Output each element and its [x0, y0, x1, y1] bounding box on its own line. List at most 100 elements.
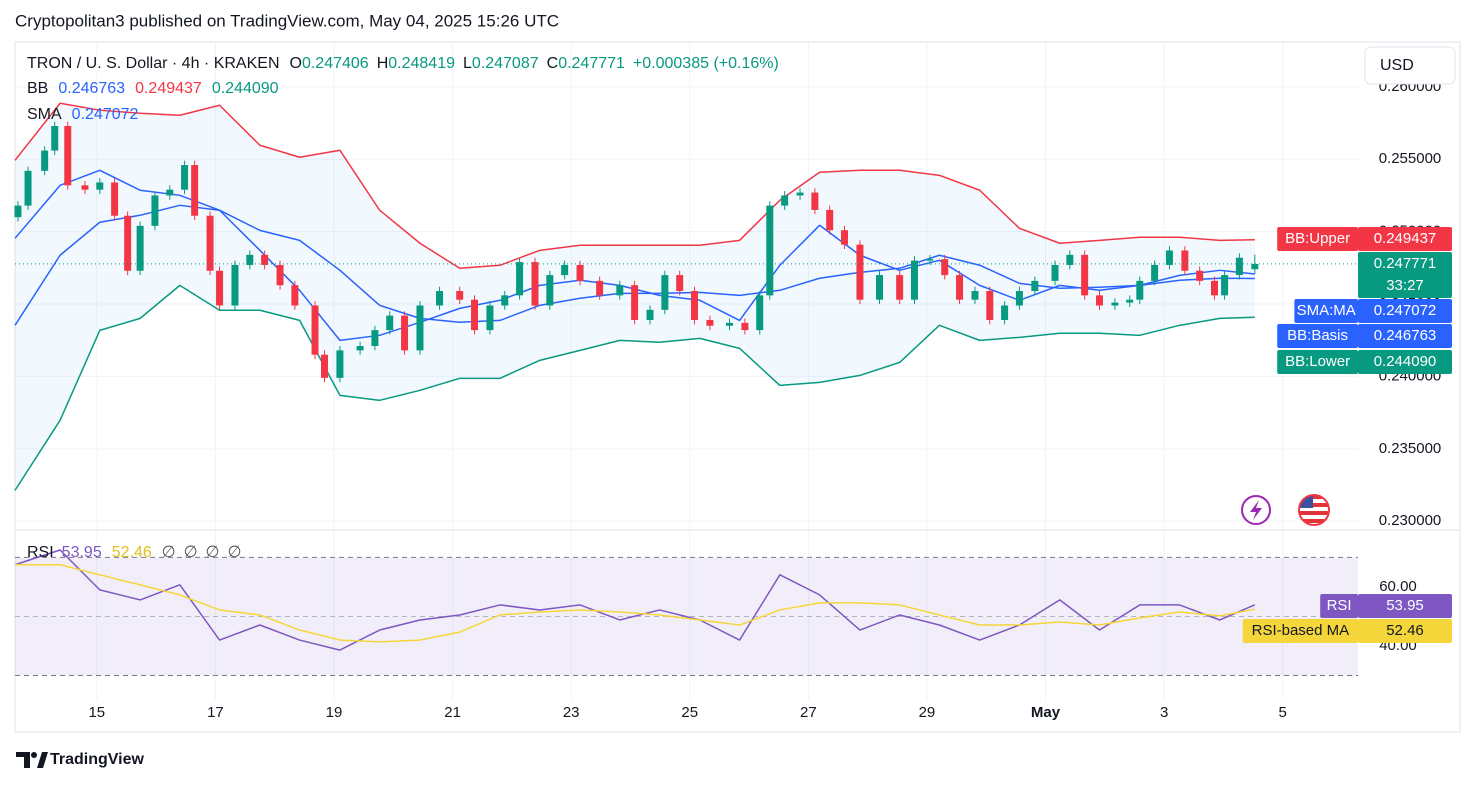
candle-body — [841, 230, 849, 245]
rsi-ma-value: 52.46 — [112, 544, 152, 561]
flag-icon[interactable] — [1298, 494, 1330, 526]
scale-label-value-box — [1358, 324, 1452, 348]
candle-body — [1031, 280, 1039, 292]
marks — [14, 102, 1358, 651]
labels: BB:Upper 0.249437 BB:Basis 0.246763 BB:Lower… — [1242, 227, 1452, 643]
candle-body — [246, 254, 254, 265]
candle-body — [181, 165, 189, 190]
rsi-extra: ∅ — [206, 544, 220, 561]
candle-body — [531, 262, 539, 306]
candle-body — [336, 350, 344, 378]
brand: TradingView — [50, 751, 145, 768]
scale-label-name-box — [1294, 299, 1358, 323]
candle-body — [766, 205, 774, 296]
candle-body — [546, 275, 554, 306]
candle-body — [24, 170, 32, 206]
x-tick-label: 27 — [800, 704, 817, 721]
series-label-name: BB:Upper — [1285, 230, 1350, 247]
high-value: 0.248419 — [388, 55, 455, 72]
candle-body — [676, 275, 684, 292]
candle-body — [1111, 302, 1119, 306]
rsi-extra: ∅ — [228, 544, 242, 561]
candle-body — [706, 319, 714, 326]
scale-label-value-box — [1358, 350, 1452, 374]
candle-body — [1251, 263, 1259, 270]
candle-body — [876, 275, 884, 300]
candle-body — [401, 315, 409, 351]
candle-body — [616, 285, 624, 296]
bb-label: BB — [27, 80, 48, 97]
currency[interactable]: USD — [1380, 57, 1414, 74]
candle-body — [781, 195, 789, 206]
lightning-icon[interactable] — [1241, 495, 1271, 525]
candle-body — [191, 165, 199, 216]
candle-body — [1095, 295, 1103, 306]
scale-label-name-box — [1242, 619, 1358, 643]
candle-body — [516, 262, 524, 296]
candle-body — [926, 259, 934, 261]
candle-body — [111, 182, 119, 216]
series-label-value: 0.246763 — [1374, 327, 1437, 344]
scale-label-value-box — [1358, 619, 1452, 643]
rsi-label-value: 53.95 — [1386, 597, 1424, 614]
candle-body — [1051, 264, 1059, 281]
sma-value: 0.247072 — [72, 106, 139, 123]
indicator-line — [14, 102, 1255, 270]
candle-body — [386, 315, 394, 331]
series-label-value: 0.247072 — [1374, 302, 1437, 319]
series-label-value: 0.249437 — [1374, 230, 1437, 247]
rsi-extra: ∅ — [162, 544, 176, 561]
scale-label-value-box — [1358, 227, 1452, 251]
change: +0.000385 (+0.16%) — [633, 55, 779, 72]
candle-body — [371, 330, 379, 347]
rsi-legend: RSI 53.95 52.46 ∅ ∅ ∅ ∅ — [27, 544, 242, 561]
scale-label-value-box — [1358, 299, 1452, 323]
candle-body — [941, 259, 949, 276]
candle-body — [14, 205, 22, 218]
scale-label-name-box — [1277, 227, 1358, 251]
candle-body — [471, 299, 479, 331]
candle-body — [151, 195, 159, 226]
candle-body — [631, 285, 639, 320]
y-tick-label: 0.235000 — [1379, 440, 1442, 457]
candle-body — [910, 260, 918, 300]
candle-body — [1126, 299, 1134, 303]
candle-body — [826, 209, 834, 231]
candle-body — [436, 291, 444, 306]
sma-label: SMA — [27, 106, 62, 123]
x-tick-label: 3 — [1160, 704, 1168, 721]
candle-body — [501, 295, 509, 306]
candle-body — [276, 264, 284, 286]
candle-body — [811, 192, 819, 210]
bb-upper-value: 0.249437 — [135, 80, 202, 97]
candle-body — [1165, 250, 1173, 265]
x-tick-label: 17 — [207, 704, 224, 721]
series-label-name: BB:Basis — [1287, 327, 1348, 344]
series-label-name: BB:Lower — [1285, 353, 1350, 370]
y-tick-label: 0.230000 — [1379, 512, 1442, 529]
candle-body — [51, 125, 59, 151]
bb-lower-value: 0.244090 — [212, 80, 279, 97]
candle-body — [486, 305, 494, 331]
candle-body — [1196, 270, 1204, 281]
candle-body — [1015, 291, 1023, 306]
currency-button[interactable] — [1364, 46, 1456, 85]
ohlc-prefix: H — [377, 55, 389, 72]
scale-label-name-box — [1277, 350, 1358, 374]
series-label-value: 0.244090 — [1374, 353, 1437, 370]
candle-body — [561, 264, 569, 276]
rsi-ma-label-value: 52.46 — [1386, 622, 1424, 639]
candle-body — [971, 291, 979, 300]
indicator-line — [14, 284, 1255, 491]
scale-label-name-box — [1320, 594, 1358, 618]
bb-basis-value: 0.246763 — [58, 80, 125, 97]
bb-legend: BB 0.246763 0.249437 0.244090 — [27, 80, 279, 97]
rsi-ma-label-name: RSI-based MA — [1252, 622, 1350, 639]
candle-body — [216, 270, 224, 306]
x-tick-label: 15 — [88, 704, 105, 721]
candle-body — [1066, 254, 1074, 265]
candle-body — [456, 291, 464, 300]
candle-body — [206, 215, 214, 271]
candle-body — [96, 182, 104, 190]
